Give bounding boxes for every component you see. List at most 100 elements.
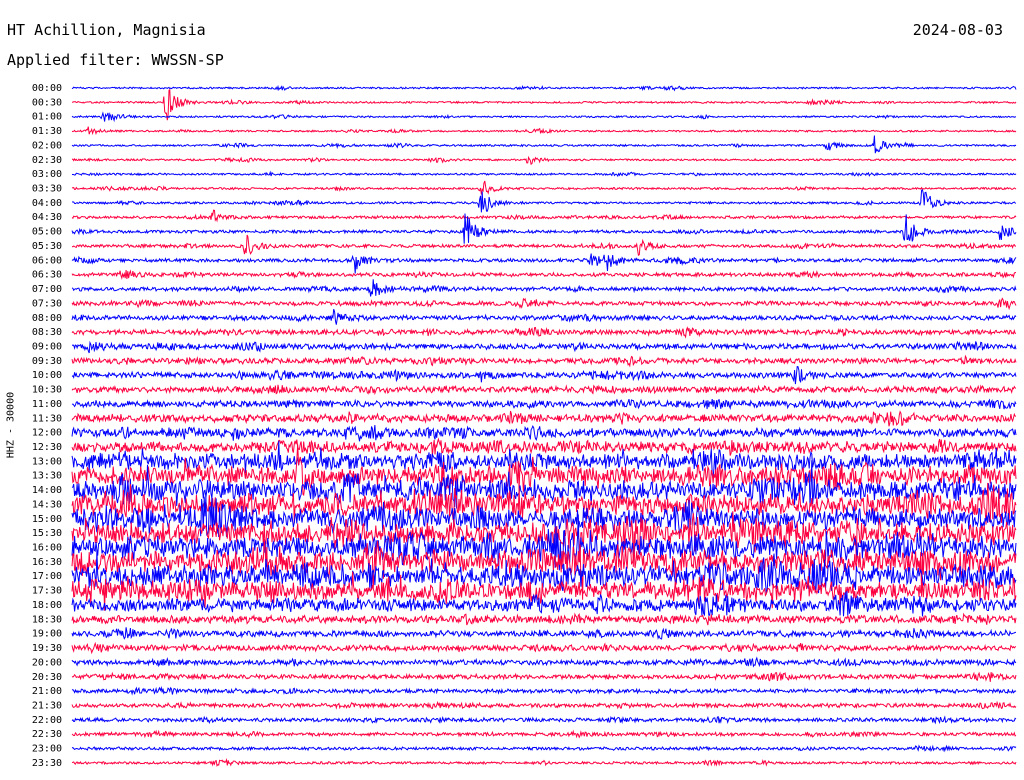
row-time-label: 12:30 xyxy=(32,442,62,453)
row-time-label: 20:00 xyxy=(32,657,62,668)
seismic-trace xyxy=(71,514,1017,579)
seismic-trace xyxy=(71,309,1017,325)
row-time-label: 17:00 xyxy=(32,571,62,582)
seismic-trace xyxy=(71,700,1017,710)
seismic-trace xyxy=(71,539,1017,600)
row-time-label: 09:00 xyxy=(32,341,62,352)
row-time-label: 04:30 xyxy=(32,212,62,223)
filter-label: Applied filter: WWSSN-SP xyxy=(7,51,224,69)
row-time-label: 05:30 xyxy=(32,241,62,252)
row-time-label: 05:00 xyxy=(32,227,62,238)
seismic-trace xyxy=(71,744,1017,753)
row-time-label: 07:00 xyxy=(32,284,62,295)
seismic-trace xyxy=(71,571,1017,611)
seismic-trace xyxy=(71,410,1017,427)
row-time-label: 11:00 xyxy=(32,399,62,410)
seismic-trace xyxy=(71,656,1017,668)
row-time-label: 14:30 xyxy=(32,499,62,510)
seismic-trace xyxy=(71,269,1017,280)
seismic-trace xyxy=(71,549,1017,594)
seismic-trace xyxy=(71,155,1017,166)
seismic-trace xyxy=(71,590,1017,617)
seismic-trace xyxy=(71,189,1017,213)
row-time-label: 02:00 xyxy=(32,140,62,151)
row-time-label: 02:30 xyxy=(32,155,62,166)
date-label: 2024-08-03 xyxy=(912,21,1003,39)
seismic-trace xyxy=(71,627,1016,640)
row-time-label: 16:00 xyxy=(32,543,62,554)
row-time-label: 01:30 xyxy=(32,126,62,137)
row-time-label: 06:00 xyxy=(32,255,62,266)
seismic-trace xyxy=(71,126,1017,136)
seismic-trace xyxy=(71,366,1017,385)
seismic-trace xyxy=(71,84,1017,92)
seismic-trace xyxy=(71,326,1017,339)
seismic-trace xyxy=(71,437,1017,456)
seismic-trace xyxy=(71,180,1017,195)
seismic-trace xyxy=(71,460,1017,509)
seismic-trace xyxy=(71,234,1016,256)
row-time-label: 21:30 xyxy=(32,700,62,711)
seismic-trace xyxy=(71,685,1017,696)
seismic-trace xyxy=(71,671,1017,682)
seismic-trace xyxy=(71,425,1017,442)
row-time-label: 18:00 xyxy=(32,600,62,611)
seismic-trace xyxy=(71,111,1017,123)
row-time-label: 07:30 xyxy=(32,298,62,309)
row-time-label: 12:00 xyxy=(32,428,62,439)
row-time-label: 21:00 xyxy=(32,686,62,697)
seismic-trace xyxy=(71,340,1017,354)
seismic-trace xyxy=(71,444,1017,497)
seismic-trace xyxy=(71,641,1017,655)
tick-label-group: 00:00 00:30 01:00 01:30 02:00 02:30 03:00 03:30… xyxy=(32,83,62,769)
row-time-label: 10:00 xyxy=(32,370,62,381)
row-time-label: 17:30 xyxy=(32,586,62,597)
row-time-label: 10:30 xyxy=(32,385,62,396)
row-time-label: 22:30 xyxy=(32,729,62,740)
seismic-trace xyxy=(71,209,1017,223)
row-time-label: 20:30 xyxy=(32,672,62,683)
seismic-trace xyxy=(71,170,1017,178)
row-time-label: 00:00 xyxy=(32,83,62,94)
row-time-label: 13:00 xyxy=(32,456,62,467)
row-time-label: 13:30 xyxy=(32,471,62,482)
seismic-trace xyxy=(71,135,1017,154)
station-title: HT Achillion, Magnisia xyxy=(7,21,206,39)
seismic-trace xyxy=(71,213,1017,244)
seismic-trace xyxy=(71,398,1017,410)
trace-group xyxy=(71,84,1017,767)
row-time-label: 09:30 xyxy=(32,356,62,367)
row-time-label: 14:00 xyxy=(32,485,62,496)
seismic-trace xyxy=(71,440,1017,478)
row-time-label: 01:00 xyxy=(32,112,62,123)
seismic-trace xyxy=(71,495,1017,542)
seismic-trace xyxy=(71,729,1017,739)
seismic-trace xyxy=(71,279,1017,297)
row-time-label: 23:00 xyxy=(32,744,62,755)
seismic-trace xyxy=(71,297,1017,311)
row-time-label: 19:30 xyxy=(32,643,62,654)
row-time-label: 22:00 xyxy=(32,715,62,726)
row-time-label: 00:30 xyxy=(32,97,62,108)
row-time-label: 11:30 xyxy=(32,413,62,424)
row-time-label: 15:00 xyxy=(32,514,62,525)
seismic-trace xyxy=(71,253,1017,274)
row-time-label: 23:30 xyxy=(32,758,62,769)
row-time-label: 08:30 xyxy=(32,327,62,338)
seismic-trace xyxy=(71,715,1017,725)
row-time-label: 16:30 xyxy=(32,557,62,568)
seismic-trace xyxy=(71,612,1017,626)
seismic-trace xyxy=(71,757,1017,767)
row-time-label: 03:00 xyxy=(32,169,62,180)
seismic-trace xyxy=(71,384,1017,396)
seismic-trace xyxy=(71,511,1017,567)
row-time-label: 06:30 xyxy=(32,270,62,281)
row-time-label: 03:30 xyxy=(32,184,62,195)
row-time-label: 08:00 xyxy=(32,313,62,324)
seismic-trace xyxy=(71,354,1017,368)
row-time-label: 15:30 xyxy=(32,528,62,539)
row-time-label: 19:00 xyxy=(32,629,62,640)
row-time-label: 04:00 xyxy=(32,198,62,209)
row-time-label: 18:30 xyxy=(32,614,62,625)
